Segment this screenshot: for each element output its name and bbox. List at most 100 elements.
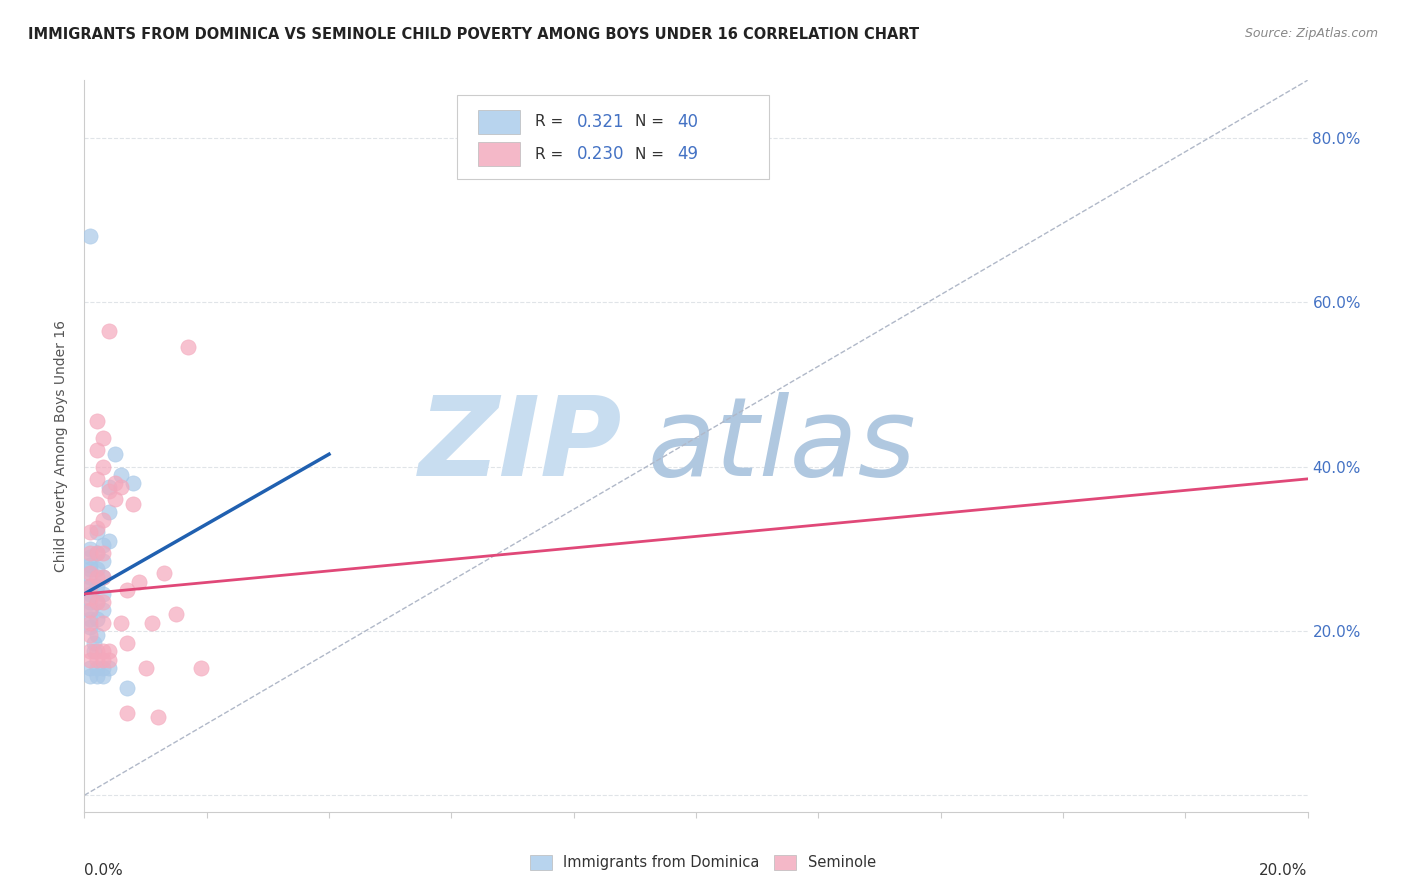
Point: [91, 546, 114, 560]
Point: [79, 669, 101, 683]
Point: [86, 525, 108, 540]
Point: [97, 484, 120, 499]
Point: [79, 541, 101, 556]
Point: [115, 706, 138, 720]
Point: [79, 595, 101, 609]
Point: [79, 644, 101, 658]
Point: [91, 653, 114, 667]
Point: [79, 579, 101, 593]
Point: [86, 546, 108, 560]
Point: [115, 582, 138, 597]
Legend: Immigrants from Dominica, Seminole: Immigrants from Dominica, Seminole: [524, 848, 882, 876]
FancyBboxPatch shape: [457, 95, 769, 179]
Point: [91, 431, 114, 445]
Point: [86, 644, 108, 658]
Point: [91, 595, 114, 609]
Point: [86, 669, 108, 683]
Text: R =: R =: [534, 146, 568, 161]
Point: [79, 615, 101, 630]
Point: [115, 636, 138, 650]
Point: [141, 615, 163, 630]
Point: [79, 546, 101, 560]
Point: [86, 595, 108, 609]
Point: [97, 533, 120, 548]
Point: [79, 229, 101, 244]
Point: [79, 628, 101, 642]
Point: [91, 587, 114, 601]
Point: [97, 661, 120, 675]
Point: [153, 566, 176, 581]
Point: [79, 591, 101, 605]
Point: [79, 579, 101, 593]
Point: [177, 340, 200, 354]
Point: [79, 653, 101, 667]
Point: [86, 521, 108, 535]
Point: [97, 644, 120, 658]
Point: [86, 653, 108, 667]
Point: [79, 562, 101, 576]
Point: [86, 595, 108, 609]
Point: [110, 480, 132, 494]
Point: [91, 669, 114, 683]
Point: [97, 505, 120, 519]
Point: [91, 661, 114, 675]
Point: [86, 472, 108, 486]
Point: [79, 570, 101, 584]
Point: [83, 636, 105, 650]
Point: [83, 644, 105, 658]
Point: [86, 414, 108, 428]
Point: [104, 475, 127, 490]
Point: [79, 558, 101, 573]
Text: 40: 40: [678, 113, 699, 131]
Point: [104, 492, 127, 507]
Point: [91, 603, 114, 617]
Point: [79, 549, 101, 564]
Point: [91, 513, 114, 527]
Point: [110, 467, 132, 482]
Point: [79, 661, 101, 675]
Text: 0.0%: 0.0%: [84, 863, 124, 878]
Point: [86, 443, 108, 458]
Point: [91, 644, 114, 658]
Point: [91, 570, 114, 584]
Point: [91, 538, 114, 552]
Point: [146, 710, 169, 724]
Point: [110, 615, 132, 630]
Point: [135, 661, 157, 675]
Point: [91, 459, 114, 474]
Text: ZIP: ZIP: [419, 392, 623, 500]
Text: R =: R =: [534, 114, 568, 129]
Point: [91, 554, 114, 568]
Text: Source: ZipAtlas.com: Source: ZipAtlas.com: [1244, 27, 1378, 40]
Text: IMMIGRANTS FROM DOMINICA VS SEMINOLE CHILD POVERTY AMONG BOYS UNDER 16 CORRELATI: IMMIGRANTS FROM DOMINICA VS SEMINOLE CHI…: [28, 27, 920, 42]
FancyBboxPatch shape: [478, 111, 520, 134]
Point: [165, 607, 187, 622]
Point: [79, 603, 101, 617]
Point: [79, 603, 101, 617]
Point: [122, 475, 145, 490]
Point: [79, 525, 101, 540]
Point: [122, 496, 145, 510]
Point: [91, 615, 114, 630]
Point: [97, 324, 120, 338]
Point: [86, 579, 108, 593]
Point: [115, 681, 138, 696]
Point: [86, 611, 108, 625]
Point: [91, 570, 114, 584]
Point: [97, 653, 120, 667]
Point: [86, 570, 108, 584]
Point: [97, 480, 120, 494]
Text: N =: N =: [636, 114, 669, 129]
Point: [104, 447, 127, 461]
Point: [86, 628, 108, 642]
Point: [79, 620, 101, 634]
FancyBboxPatch shape: [478, 143, 520, 166]
Text: 49: 49: [678, 145, 699, 163]
Text: atlas: atlas: [647, 392, 915, 500]
Point: [190, 661, 212, 675]
Point: [79, 566, 101, 581]
Point: [86, 546, 108, 560]
Point: [86, 661, 108, 675]
Text: 0.321: 0.321: [578, 113, 624, 131]
Text: N =: N =: [636, 146, 669, 161]
